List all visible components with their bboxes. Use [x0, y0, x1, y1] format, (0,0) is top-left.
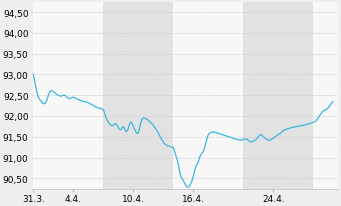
Bar	[33, 3, 103, 189]
Bar	[243, 3, 313, 189]
Bar	[103, 3, 173, 189]
Bar	[313, 3, 338, 189]
Bar	[173, 3, 243, 189]
